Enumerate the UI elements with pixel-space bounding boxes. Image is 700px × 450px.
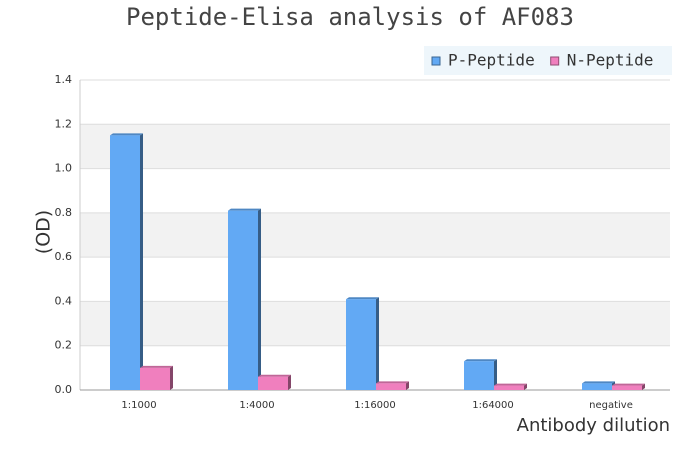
y-tick-label: 1.2 (55, 117, 73, 130)
bar-side (140, 133, 143, 390)
bar-side (524, 383, 527, 390)
bar-top (376, 381, 409, 384)
x-tick-label: 1:16000 (354, 400, 396, 411)
bar-side (258, 208, 261, 390)
bar-top (464, 359, 497, 362)
legend-marker (431, 56, 441, 66)
bar (110, 135, 140, 390)
bar (582, 383, 612, 390)
bar-side (288, 374, 291, 390)
grid-band (80, 212, 670, 258)
bar-side (642, 383, 645, 390)
y-tick-label: 0.0 (55, 383, 73, 396)
bar (464, 361, 494, 390)
legend-marker (550, 56, 560, 66)
x-tick-label: 1:1000 (121, 400, 156, 411)
bar (258, 376, 288, 390)
bar (140, 367, 170, 390)
bar-top (258, 374, 291, 377)
bar-side (494, 359, 497, 390)
legend-label: N-Peptide (567, 51, 654, 70)
grid-band (80, 124, 670, 169)
legend-label: P-Peptide (448, 51, 535, 70)
y-tick-label: 1.0 (55, 162, 73, 175)
y-tick-label: 0.6 (55, 250, 73, 263)
bar-top (494, 383, 527, 386)
legend-box (424, 46, 672, 75)
bar-top (582, 381, 615, 384)
bar (376, 383, 406, 390)
bar-top (346, 297, 379, 300)
bar (228, 210, 258, 390)
x-tick-label: negative (589, 400, 633, 411)
y-tick-label: 1.4 (55, 73, 73, 86)
bar-side (170, 365, 173, 390)
bar-top (140, 365, 173, 368)
x-tick-label: 1:4000 (239, 400, 274, 411)
chart-title: Peptide-Elisa analysis of AF083 (126, 3, 574, 31)
bar-top (228, 208, 261, 211)
y-tick-label: 0.2 (55, 339, 73, 352)
bar-side (406, 381, 409, 390)
bar (494, 385, 524, 390)
y-tick-label: 0.4 (55, 294, 73, 307)
y-axis-label: (OD) (33, 210, 55, 254)
bar-top (612, 383, 645, 386)
bar-side (376, 297, 379, 390)
bar (346, 299, 376, 390)
y-tick-label: 0.8 (55, 206, 73, 219)
x-tick-label: 1:64000 (472, 400, 514, 411)
x-axis-label: Antibody dilution (517, 415, 670, 436)
bar-top (110, 133, 143, 136)
bar (612, 385, 642, 390)
